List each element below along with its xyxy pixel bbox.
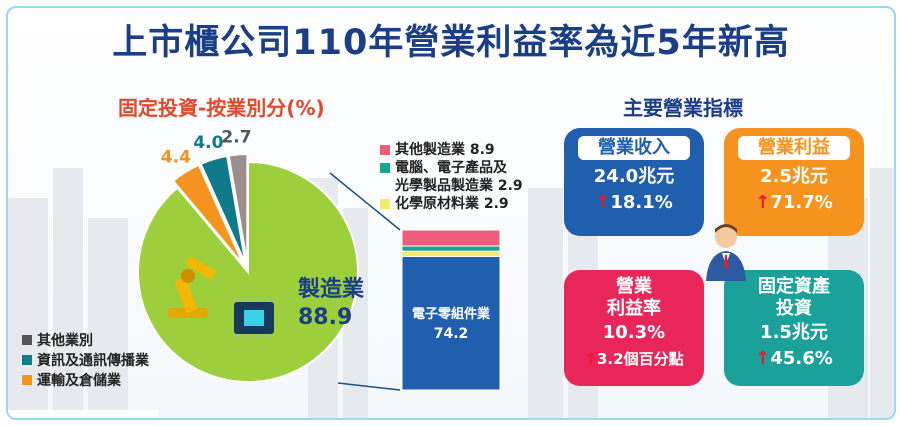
indicator-change: ↑45.6% — [755, 348, 833, 369]
bar-segment-chemical — [401, 250, 501, 257]
indicator-revenue: 營業收入 24.0兆元 ↑18.1% — [564, 128, 704, 236]
investment-subtitle: 固定投資-按業別分(%) — [118, 96, 325, 120]
infographic-frame: 上市櫃公司110年營業利益率為近5年新高 固定投資-按業別分(%) 主要營業指標… — [6, 6, 896, 420]
legend-swatch — [380, 163, 390, 173]
pie-slice-manufacturing — [137, 160, 359, 383]
pie-center-value: 88.9 — [298, 305, 352, 330]
indicator-fixed-assets: 固定資產 投資 1.5兆元 ↑45.6% — [724, 270, 864, 386]
legend-item-other: 其他業別 — [22, 330, 149, 350]
indicator-title: 營業 利益率 — [607, 276, 661, 319]
legend-item-transport: 運輸及倉儲業 — [22, 370, 149, 390]
legend-label: 化學原材料業 2.9 — [395, 196, 509, 212]
legend-label: 電腦、電子產品及 光學製品製造業 2.9 — [395, 160, 523, 194]
bar-segment-value: 74.2 — [434, 326, 469, 342]
indicator-change: ↑71.7% — [755, 192, 833, 213]
legend-swatch — [380, 145, 390, 155]
corner-overlay — [8, 410, 158, 418]
bar-segment-electronic-components — [401, 255, 501, 391]
investment-pie-chart: 4.44.02.7 電子零組件業 74.2 製造業 88.9 — [137, 127, 501, 391]
indicators-subtitle: 主要營業指標 — [623, 96, 743, 120]
legend-manufacturing-breakdown: 其他製造業 8.9 電腦、電子產品及 光學製品製造業 2.9 化學原材料業 2.9 — [380, 141, 523, 213]
indicator-value: 2.5兆元 — [760, 166, 828, 187]
bar-segment-other-manufacturing — [401, 229, 501, 247]
bar-segment-computer-electronics — [401, 245, 501, 252]
legend-swatch — [22, 375, 32, 385]
robot-arm-icon — [168, 256, 217, 318]
connector-line-top — [329, 172, 401, 231]
indicator-change: ↑18.1% — [595, 192, 673, 213]
legend-swatch — [380, 199, 390, 209]
indicator-operating-profit: 營業利益 2.5兆元 ↑71.7% — [724, 128, 864, 236]
pie-center-name: 製造業 — [297, 276, 365, 302]
legend-industries: 其他業別 資訊及通訊傳播業 運輸及倉儲業 — [22, 330, 149, 390]
indicator-value: 24.0兆元 — [593, 166, 675, 187]
legend-label: 運輸及倉儲業 — [37, 373, 121, 389]
pie-slice-label: 4.0 — [193, 133, 223, 153]
page-title: 上市櫃公司110年營業利益率為近5年新高 — [112, 23, 790, 63]
legend-swatch — [22, 355, 32, 365]
legend-swatch — [22, 335, 32, 345]
legend-label: 資訊及通訊傳播業 — [37, 353, 149, 369]
up-arrow-icon: ↑ — [755, 348, 771, 369]
microchip-icon — [234, 298, 274, 338]
up-arrow-icon: ↑ — [595, 192, 611, 213]
legend-item-chemical: 化學原材料業 2.9 — [380, 195, 523, 213]
legend-item-ict: 資訊及通訊傳播業 — [22, 350, 149, 370]
indicator-value: 10.3% — [602, 322, 666, 343]
pie-slice-transport — [171, 163, 245, 266]
indicator-change: ↑3.2個百分點 — [584, 350, 684, 368]
businessman-icon — [706, 224, 746, 281]
connector-line-bottom — [337, 382, 401, 391]
legend-item-other-manufacturing: 其他製造業 8.9 — [380, 141, 523, 159]
indicator-title: 營業收入 — [578, 136, 690, 160]
pie-slice-other — [227, 153, 249, 265]
indicator-title: 營業利益 — [738, 136, 850, 160]
up-arrow-icon: ↑ — [755, 192, 771, 213]
indicator-value: 1.5兆元 — [760, 322, 828, 343]
indicator-title: 固定資產 投資 — [758, 276, 830, 319]
legend-label: 其他業別 — [37, 333, 93, 349]
pie-slice-label: 2.7 — [221, 127, 251, 147]
legend-item-computer-electronics: 電腦、電子產品及 光學製品製造業 2.9 — [380, 159, 523, 195]
indicator-profit-margin: 營業 利益率 10.3% ↑3.2個百分點 — [564, 270, 704, 386]
legend-label: 其他製造業 8.9 — [395, 142, 495, 158]
up-arrow-icon: ↑ — [584, 350, 597, 368]
pie-slice-ict — [199, 154, 247, 265]
bar-segment-name: 電子零組件業 — [412, 306, 491, 322]
pie-slice-label: 4.4 — [161, 148, 191, 168]
